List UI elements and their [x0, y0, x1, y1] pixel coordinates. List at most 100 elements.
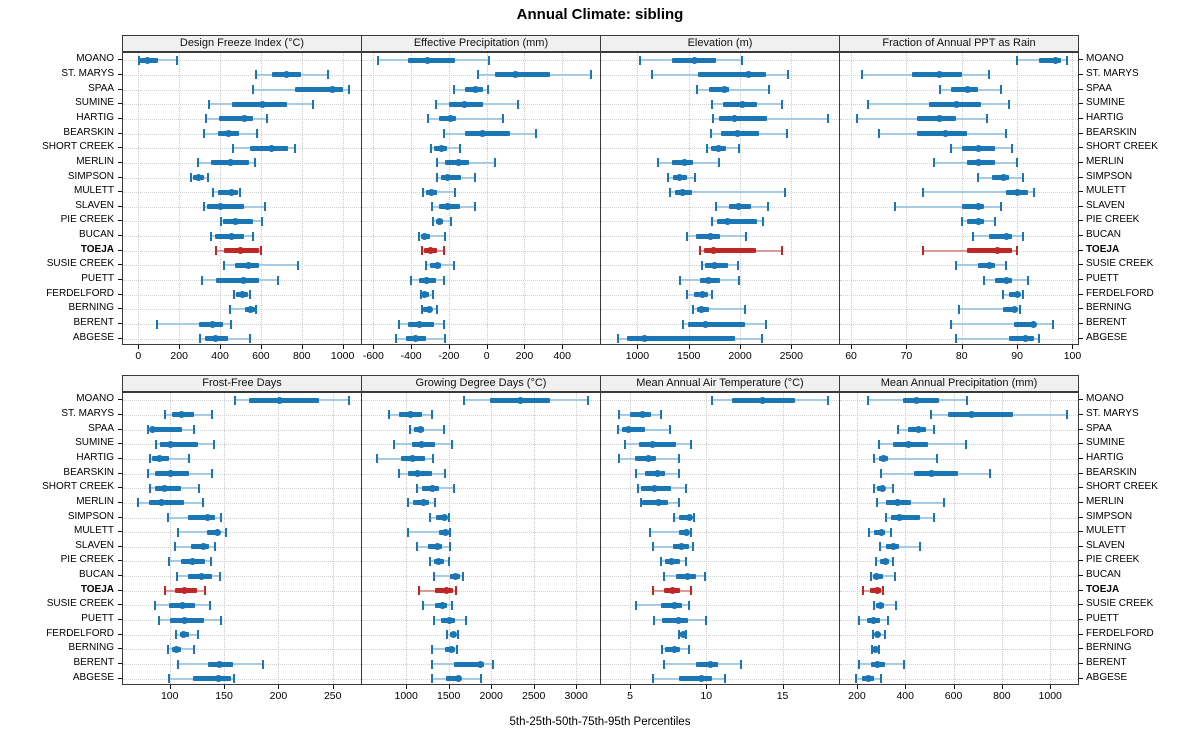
- median-dot: [440, 514, 448, 522]
- whisker-cap-5th: [446, 630, 448, 640]
- whisker-cap-5th: [177, 659, 180, 669]
- whisker-cap-5th: [220, 216, 223, 226]
- whisker-cap-5th: [417, 586, 420, 596]
- gridline: [123, 458, 361, 460]
- whisker-cap-5th: [154, 439, 157, 449]
- gridline: [362, 250, 600, 252]
- site-axis-tick: [118, 279, 122, 281]
- gridline: [123, 590, 361, 592]
- whisker-cap-95th: [451, 600, 454, 610]
- median-dot: [759, 396, 767, 404]
- whisker-cap-95th: [486, 85, 489, 95]
- site-label-susie-creek: SUSIE CREEK: [46, 258, 114, 270]
- median-dot: [156, 455, 164, 463]
- whisker-cap-95th: [266, 114, 269, 124]
- median-dot: [941, 130, 949, 138]
- median-dot: [744, 71, 752, 79]
- axis-tick: [332, 685, 334, 689]
- site-labels-left-row2: MOANO ST. MARYS SPAA SUMINE HARTIG BEARSKIN SH…: [0, 392, 118, 685]
- median-dot: [1002, 232, 1010, 240]
- whisker-cap-95th: [705, 615, 708, 625]
- whisker-cap-5th: [167, 674, 170, 684]
- tick-label: 1500: [677, 350, 701, 362]
- gridline: [601, 605, 839, 607]
- site-label-abgese: ABGESE: [1086, 671, 1128, 683]
- site-axis-tick: [118, 575, 122, 577]
- whisker-cap-5th: [685, 231, 688, 241]
- whisker-cap-95th: [690, 527, 692, 537]
- site-axis-tick: [118, 457, 122, 459]
- whisker-cap-5th: [416, 542, 419, 552]
- gridline: [362, 502, 600, 504]
- whisker-cap-95th: [248, 290, 251, 300]
- whisker-cap-95th: [1065, 55, 1068, 65]
- site-label-ferdelford: FERDELFORD: [1086, 627, 1154, 639]
- gridline: [362, 324, 600, 326]
- whisker-cap-95th: [737, 275, 740, 285]
- whisker-cap-95th: [703, 571, 706, 581]
- whisker-cap-5th: [855, 674, 858, 684]
- median-dot: [963, 86, 971, 94]
- gridline: [601, 576, 839, 578]
- whisker-cap-5th: [430, 674, 433, 684]
- site-label-berent: BERENT: [73, 657, 114, 669]
- median-dot: [443, 174, 451, 182]
- median-dot: [239, 291, 246, 299]
- whisker-cap-95th: [889, 527, 892, 537]
- axis-tick: [905, 685, 907, 689]
- panel-strip-growing-degree-days-c: Growing Degree Days (°C): [361, 375, 601, 392]
- whisker-cap-95th: [219, 615, 222, 625]
- site-axis-tick: [118, 117, 122, 119]
- median-dot: [710, 247, 718, 255]
- axis-tick: [1001, 685, 1003, 689]
- gridline: [220, 53, 222, 344]
- median-dot: [216, 203, 224, 211]
- whisker-cap-95th: [827, 395, 830, 405]
- tick-label: 0: [483, 350, 490, 362]
- gridline: [953, 393, 955, 684]
- gridline: [123, 177, 361, 179]
- whisker-cap-5th: [1016, 55, 1019, 65]
- gridline: [706, 393, 708, 684]
- median-dot: [974, 203, 982, 211]
- gridline: [362, 649, 600, 651]
- site-axis-tick: [1079, 147, 1083, 149]
- median-dot: [423, 56, 431, 64]
- site-axis-tick: [1079, 308, 1083, 310]
- whisker-cap-5th: [429, 143, 432, 153]
- median-dot: [178, 411, 186, 419]
- gridline: [840, 294, 1078, 296]
- gridline: [362, 605, 600, 607]
- gridline: [123, 89, 361, 91]
- whisker-cap-95th: [965, 395, 968, 405]
- whisker-cap-5th: [410, 275, 413, 285]
- percentile-whisker: [178, 531, 227, 534]
- median-dot: [195, 174, 203, 182]
- iqr-bar: [678, 676, 713, 682]
- median-dot: [936, 71, 944, 79]
- site-label-short-creek: SHORT CREEK: [1086, 141, 1158, 153]
- whisker-cap-5th: [711, 216, 714, 226]
- site-axis-tick: [118, 487, 122, 489]
- whisker-cap-5th: [155, 319, 158, 329]
- whisker-cap-95th: [311, 99, 314, 109]
- whisker-cap-95th: [203, 586, 206, 596]
- site-axis-tick: [1079, 337, 1083, 339]
- site-label-berent: BERENT: [73, 317, 114, 329]
- tick-label: 15: [776, 690, 789, 702]
- tick-label: 200: [170, 350, 188, 362]
- median-dot: [451, 572, 459, 580]
- site-axis-tick: [118, 560, 122, 562]
- median-dot: [148, 426, 156, 434]
- whisker-cap-5th: [971, 231, 974, 241]
- site-label-slaven: SLAVEN: [1086, 539, 1125, 551]
- whisker-cap-5th: [657, 158, 660, 168]
- percentile-whisker: [150, 457, 190, 460]
- median-dot: [682, 528, 690, 536]
- whisker-cap-5th: [938, 85, 941, 95]
- axis-caption: 5th-25th-50th-75th-95th Percentiles: [509, 716, 691, 728]
- iqr-bar: [192, 676, 231, 682]
- site-label-toeja: TOEJA: [1086, 583, 1120, 595]
- median-dot: [435, 217, 443, 225]
- whisker-cap-5th: [639, 55, 642, 65]
